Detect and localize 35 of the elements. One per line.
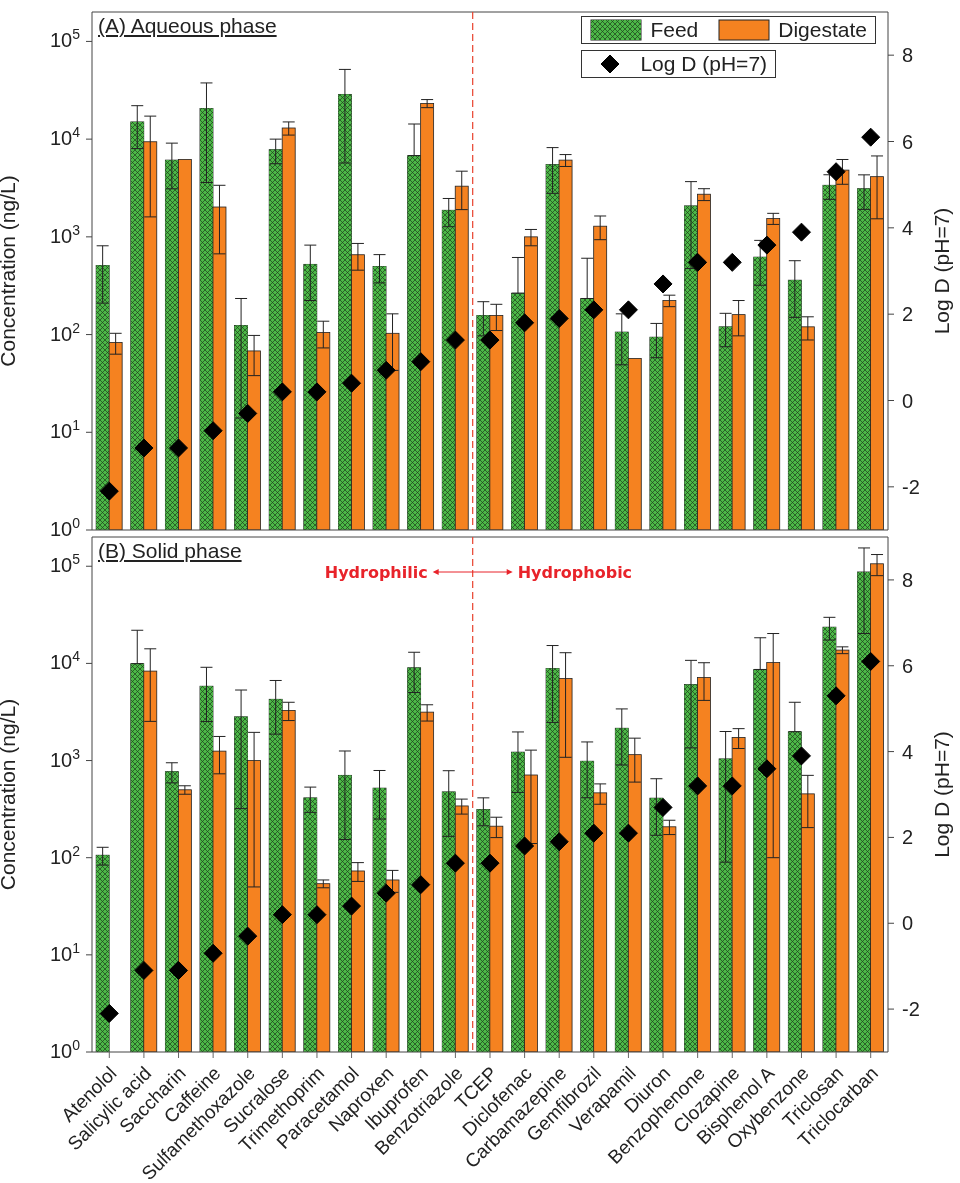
y-tick-label: 10$^{0}$ (49, 1037, 81, 1062)
y2-tick-label: -2 (902, 475, 920, 498)
y-tick-label: 10$^{3}$ (49, 745, 81, 771)
y-tick-label: 10$^{4}$ (49, 648, 81, 674)
y-axis-title: Concentration (ng/L) (0, 698, 20, 891)
y-tick-label: 10$^{2}$ (49, 842, 81, 868)
annotation: Hydrophilic (324, 563, 428, 582)
y2-axis-title: Log D (pH=7) (930, 207, 954, 335)
y-tick-label: 10$^{1}$ (49, 939, 81, 965)
y-tick-label: 10$^{1}$ (49, 417, 81, 443)
y2-axis-title: Log D (pH=7) (930, 731, 954, 858)
chart-title: (A) Aqueous phase (98, 14, 277, 38)
y-tick-label: 10$^{5}$ (49, 551, 81, 577)
y2-tick-label: 0 (902, 389, 914, 412)
legend-label: Log D (pH=7) (640, 52, 768, 76)
y-tick-label: 10$^{5}$ (49, 26, 81, 52)
y2-tick-label: 2 (902, 826, 914, 849)
y2-tick-label: -2 (902, 998, 920, 1021)
y2-tick-label: 8 (902, 44, 914, 67)
chart-title: (B) Solid phase (98, 539, 242, 563)
annotation: Hydrophobic (517, 563, 633, 582)
y-tick-label: 10$^{0}$ (49, 515, 81, 540)
y-tick-label: 10$^{4}$ (49, 124, 81, 150)
y2-tick-label: 6 (902, 130, 914, 153)
y2-tick-label: 2 (902, 303, 914, 326)
y-tick-label: 10$^{2}$ (49, 319, 81, 345)
y-axis-title: Concentration (ng/L) (0, 175, 20, 367)
y2-tick-label: 6 (902, 654, 914, 677)
legend-label: Feed (650, 18, 699, 42)
y2-tick-label: 8 (902, 568, 914, 591)
y-tick-label: 10$^{3}$ (49, 221, 81, 247)
y2-tick-label: 4 (902, 216, 914, 239)
legend-label: Digestate (778, 18, 867, 42)
y2-tick-label: 0 (902, 912, 914, 935)
y2-tick-label: 4 (902, 740, 914, 763)
